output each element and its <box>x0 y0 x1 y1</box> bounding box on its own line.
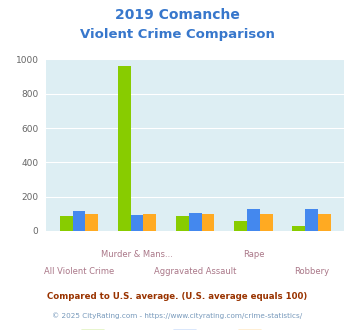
Text: Aggravated Assault: Aggravated Assault <box>154 267 236 276</box>
Bar <box>189 213 202 231</box>
Text: Robbery: Robbery <box>294 267 329 276</box>
Bar <box>118 66 131 231</box>
Text: Murder & Mans...: Murder & Mans... <box>101 250 173 259</box>
Bar <box>131 215 143 231</box>
Text: Violent Crime Comparison: Violent Crime Comparison <box>80 28 275 41</box>
Bar <box>247 209 260 231</box>
Legend: Comanche, Texas, National: Comanche, Texas, National <box>77 325 314 330</box>
Bar <box>60 216 72 231</box>
Text: All Violent Crime: All Violent Crime <box>44 267 114 276</box>
Bar <box>202 214 214 231</box>
Bar <box>85 214 98 231</box>
Text: © 2025 CityRating.com - https://www.cityrating.com/crime-statistics/: © 2025 CityRating.com - https://www.city… <box>53 312 302 318</box>
Bar <box>176 216 189 231</box>
Bar <box>143 214 156 231</box>
Bar <box>260 214 273 231</box>
Bar <box>318 214 331 231</box>
Bar <box>305 209 318 231</box>
Text: Compared to U.S. average. (U.S. average equals 100): Compared to U.S. average. (U.S. average … <box>47 292 308 301</box>
Text: Rape: Rape <box>243 250 264 259</box>
Bar <box>72 211 85 231</box>
Bar <box>234 221 247 231</box>
Bar <box>293 226 305 231</box>
Text: 2019 Comanche: 2019 Comanche <box>115 8 240 22</box>
